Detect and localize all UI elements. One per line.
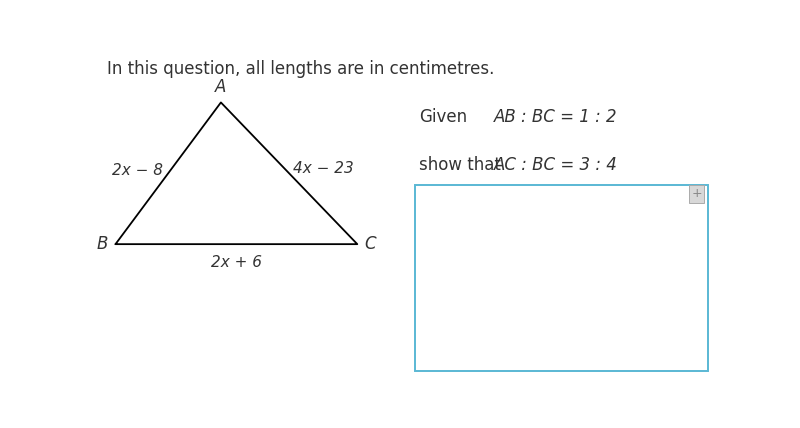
Text: 2x + 6: 2x + 6	[211, 255, 262, 270]
Text: B: B	[97, 235, 108, 253]
Text: C: C	[365, 235, 376, 253]
Text: Given: Given	[419, 108, 467, 126]
Text: AB : BC = 1 : 2: AB : BC = 1 : 2	[494, 108, 618, 126]
Text: show that: show that	[419, 156, 501, 174]
Text: 4x − 23: 4x − 23	[293, 161, 354, 176]
Text: +: +	[691, 187, 702, 200]
FancyBboxPatch shape	[415, 185, 708, 371]
Text: In this question, all lengths are in centimetres.: In this question, all lengths are in cen…	[107, 59, 495, 77]
Text: AC : BC = 3 : 4: AC : BC = 3 : 4	[494, 156, 618, 174]
Text: 2x − 8: 2x − 8	[112, 163, 162, 178]
Text: A: A	[215, 78, 226, 96]
